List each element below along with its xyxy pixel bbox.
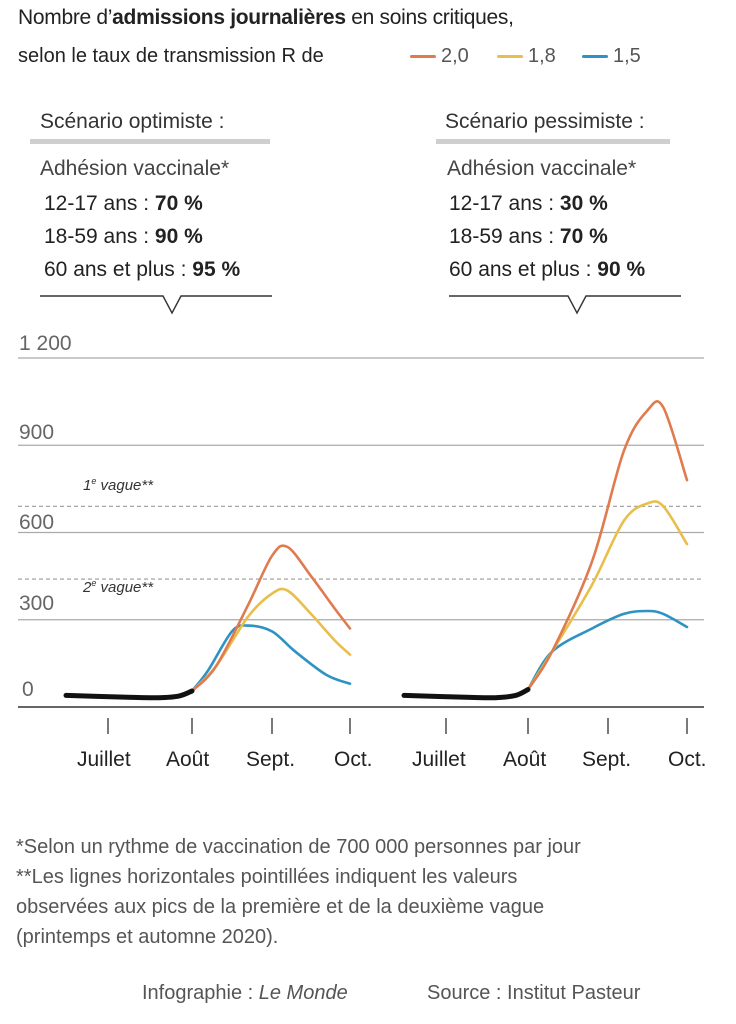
x-tick-label-sept-pessimiste: Sept. [582,748,632,771]
x-tick-label-aout-pessimiste: Août [503,748,547,771]
scenario-optimiste-adhesion: Adhésion vaccinale* [40,157,230,180]
scenario-optimiste-heading: Scénario optimiste : [40,110,225,133]
chart-grid [18,357,704,708]
x-tick-label-sept-optimiste: Sept. [246,748,296,771]
observed-line-optimiste [63,688,195,701]
chart-subtitle: selon le taux de transmission R de [18,45,324,67]
scenario-optimiste-row-1: 12-17 ans : 70 % [44,192,203,215]
series-line-optimiste-1-5 [190,624,352,693]
legend-item-2-0: 2,0 [410,45,469,68]
series-line-optimiste-2-0 [190,544,352,693]
reference-lines [18,505,704,580]
legend-swatch-2-0 [410,55,436,58]
scenario-pessimiste-adhesion: Adhésion vaccinale* [447,157,637,180]
legend-swatch-1-5 [582,55,608,58]
reference-label-1e-vague: 1e vague** [83,476,154,494]
scenario-pessimiste-row-3: 60 ans et plus : 90 % [449,258,646,281]
chart-title: Nombre d’admissions journalières en soin… [18,6,514,29]
scenario-pessimiste-pointer [449,295,681,315]
chart-area [18,357,704,734]
footnote-2: **Les lignes horizontales pointillées in… [16,866,518,888]
footnote-3: observées aux pics de la première et de … [16,896,545,918]
legend-item-1-8: 1,8 [497,45,556,68]
scenario-optimiste-underline [30,139,270,144]
footnotes: *Selon un rythme de vaccination de 700 0… [16,832,581,952]
credit-infographie: Infographie : Le Monde [142,982,348,1004]
x-tick-label-aout-optimiste: Août [166,748,210,771]
footnote-4: (printemps et automne 2020). [16,926,279,948]
scenario-pointers [40,295,681,315]
scenario-pessimiste-row-2: 18-59 ans : 70 % [449,225,608,248]
scenario-optimiste-pointer [40,295,272,315]
scenario-pessimiste-underline [436,139,670,144]
y-tick-label-900: 900 [19,421,55,444]
scenario-pessimiste-heading: Scénario pessimiste : [445,110,645,133]
scenario-pessimiste-row-1: 12-17 ans : 30 % [449,192,608,215]
x-tick-label-oct-pessimiste: Oct. [668,748,707,771]
series-line-pessimiste-1-8 [526,500,689,691]
observed-line-pessimiste [401,687,531,701]
chart-series [63,400,689,701]
y-tick-label-0: 0 [22,678,34,701]
scenario-optimiste-row-3: 60 ans et plus : 95 % [44,258,241,281]
series-line-pessimiste-2-0 [526,400,689,691]
y-tick-label-600: 600 [19,511,55,534]
reference-label-2e-vague: 2e vague** [83,578,154,596]
y-tick-label-1200: 1 200 [19,332,72,355]
y-tick-label-300: 300 [19,592,55,615]
x-tick-label-oct-optimiste: Oct. [334,748,373,771]
scenario-optimiste-row-2: 18-59 ans : 90 % [44,225,203,248]
legend-swatch-1-8 [497,55,523,58]
legend-item-1-5: 1,5 [582,45,641,68]
x-tick-label-juillet-pessimiste: Juillet [412,748,466,771]
x-tick-label-juillet-optimiste: Juillet [77,748,131,771]
credit-source: Source : Institut Pasteur [427,982,641,1004]
footnote-1: *Selon un rythme de vaccination de 700 0… [16,836,581,858]
x-ticks [107,718,688,734]
